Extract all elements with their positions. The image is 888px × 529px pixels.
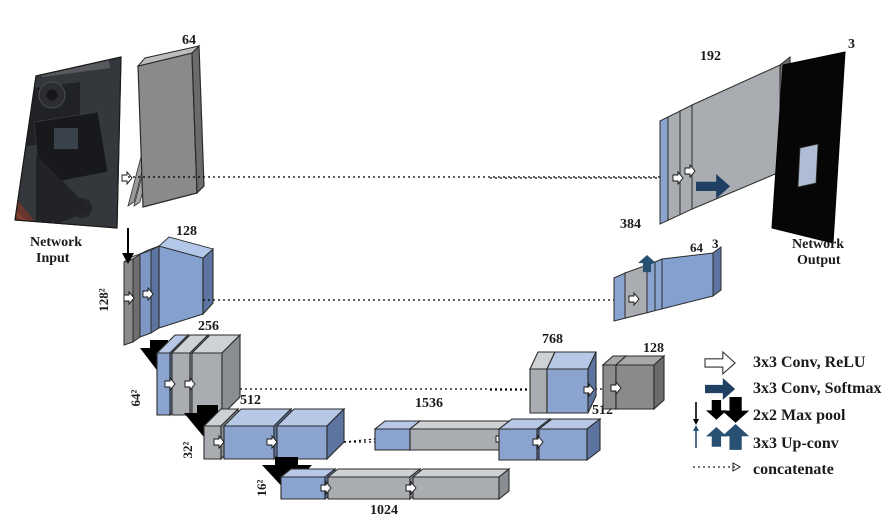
- svg-text:512: 512: [240, 393, 261, 408]
- svg-text:128²: 128²: [96, 288, 111, 312]
- svg-text:Input: Input: [36, 251, 70, 266]
- svg-text:16²: 16²: [254, 479, 269, 496]
- svg-text:256: 256: [198, 319, 219, 334]
- svg-text:3x3 Up-conv: 3x3 Up-conv: [753, 435, 839, 452]
- svg-text:Output: Output: [797, 253, 841, 268]
- svg-text:1024: 1024: [370, 503, 398, 518]
- svg-text:64: 64: [690, 240, 704, 255]
- svg-text:64²: 64²: [128, 389, 143, 406]
- svg-text:3x3 Conv, Softmax: 3x3 Conv, Softmax: [753, 380, 881, 397]
- svg-text:128: 128: [643, 341, 664, 356]
- svg-text:3: 3: [712, 236, 719, 251]
- svg-text:32²: 32²: [180, 441, 195, 458]
- svg-text:1536: 1536: [415, 396, 443, 411]
- svg-text:384: 384: [620, 217, 641, 232]
- svg-text:Network: Network: [792, 237, 844, 252]
- svg-text:Network: Network: [30, 235, 82, 250]
- svg-text:64: 64: [182, 33, 196, 48]
- svg-text:768: 768: [542, 332, 563, 347]
- svg-text:192: 192: [700, 49, 721, 64]
- svg-text:3: 3: [848, 37, 855, 52]
- svg-text:2x2 Max pool: 2x2 Max pool: [753, 407, 846, 424]
- svg-text:3x3 Conv, ReLU: 3x3 Conv, ReLU: [753, 354, 866, 371]
- svg-text:concatenate: concatenate: [753, 461, 834, 478]
- svg-text:128: 128: [176, 224, 197, 239]
